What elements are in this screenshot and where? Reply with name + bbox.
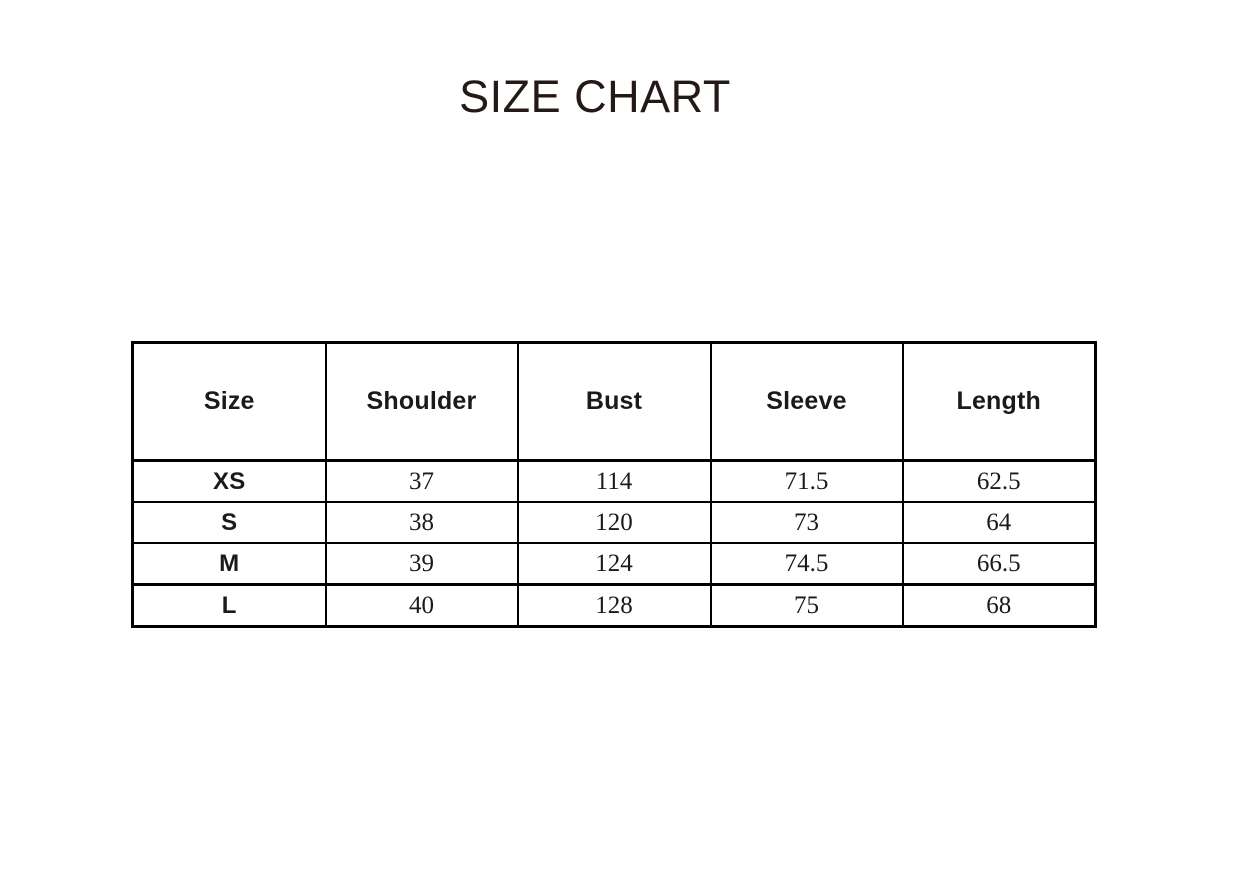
cell-length: 66.5 — [901, 542, 1097, 585]
cell-shoulder: 39 — [324, 542, 519, 585]
cell-size: M — [131, 542, 327, 585]
cell-sleeve: 74.5 — [709, 542, 904, 585]
cell-sleeve: 73 — [709, 501, 904, 543]
cell-length: 64 — [901, 501, 1097, 543]
page-title: SIZE CHART — [459, 71, 731, 122]
column-header-length: Length — [901, 342, 1097, 462]
cell-length: 68 — [901, 583, 1097, 627]
size-chart-table-container: Size Shoulder Bust Sleeve Length XS 37 1… — [131, 341, 1097, 628]
cell-bust: 120 — [516, 501, 712, 543]
table-header-row: Size Shoulder Bust Sleeve Length — [131, 342, 1097, 462]
table-row: L 40 128 75 68 — [131, 583, 1097, 627]
table-row: M 39 124 74.5 66.5 — [131, 542, 1097, 585]
cell-size: S — [131, 501, 327, 543]
cell-sleeve: 71.5 — [709, 460, 904, 502]
cell-shoulder: 38 — [324, 501, 519, 543]
cell-size: L — [131, 583, 327, 627]
table-row: XS 37 114 71.5 62.5 — [131, 460, 1097, 502]
table-row: S 38 120 73 64 — [131, 501, 1097, 543]
size-chart-table: Size Shoulder Bust Sleeve Length XS 37 1… — [131, 341, 1097, 628]
column-header-sleeve: Sleeve — [709, 342, 904, 462]
cell-bust: 128 — [516, 583, 712, 627]
column-header-shoulder: Shoulder — [324, 342, 519, 462]
cell-shoulder: 40 — [324, 583, 519, 627]
cell-bust: 114 — [516, 460, 712, 502]
cell-bust: 124 — [516, 542, 712, 585]
cell-length: 62.5 — [901, 460, 1097, 502]
column-header-bust: Bust — [516, 342, 712, 462]
cell-size: XS — [131, 460, 327, 502]
cell-sleeve: 75 — [709, 583, 904, 627]
column-header-size: Size — [131, 342, 327, 462]
cell-shoulder: 37 — [324, 460, 519, 502]
